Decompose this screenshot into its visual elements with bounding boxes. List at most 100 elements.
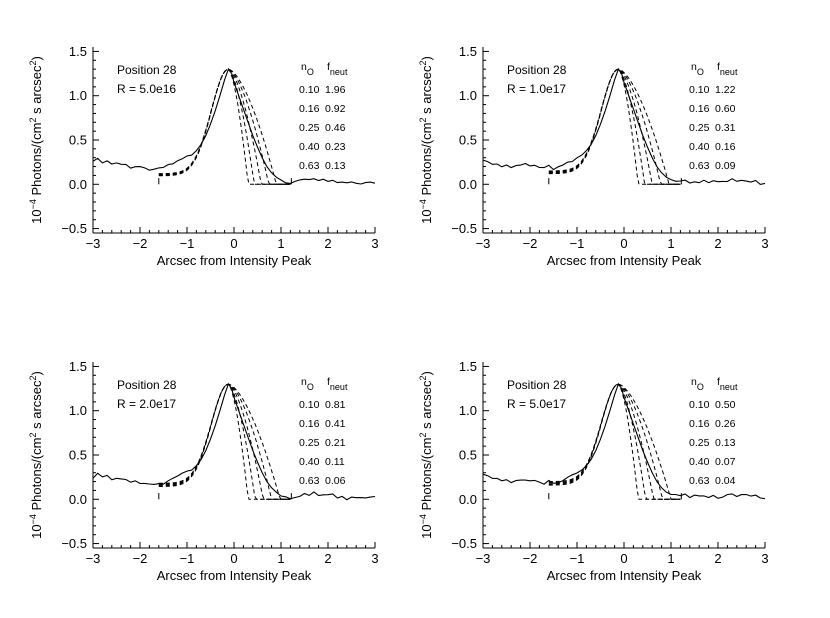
- table-f-value: 0.06: [325, 475, 346, 487]
- model-curve-4: [158, 383, 291, 500]
- y-tick-label: 0.0: [459, 177, 477, 192]
- y-tick-label: 1.5: [459, 359, 477, 374]
- y-tick-label: 1.0: [459, 403, 477, 418]
- radius-label: R = 1.0e17: [507, 82, 566, 96]
- y-axis-title: 10−4 Photons/(cm2 s arcsec2): [28, 56, 44, 224]
- model-curve-3: [548, 383, 681, 500]
- y-tick-label: 0.5: [459, 133, 477, 148]
- table-header-f: fneut: [327, 376, 348, 392]
- y-tick-label: −0.5: [451, 221, 477, 236]
- y-tick-label: −0.5: [61, 221, 87, 236]
- x-tick-label: −1: [180, 551, 195, 566]
- table-f-value: 0.11: [325, 456, 345, 468]
- x-tick-label: 3: [761, 551, 768, 566]
- table-f-value: 0.13: [715, 437, 736, 449]
- observed-profile: [482, 382, 766, 500]
- table-n-value: 0.10: [689, 399, 710, 411]
- y-axis-title: 10−4 Photons/(cm2 s arcsec2): [28, 371, 44, 539]
- x-axis-title: Arcsec from Intensity Peak: [157, 253, 312, 268]
- table-f-value: 0.13: [325, 160, 346, 172]
- model-curve-4: [548, 383, 681, 500]
- model-curve-3: [158, 68, 291, 185]
- radius-label: R = 2.0e17: [117, 397, 176, 411]
- model-curve-4: [158, 68, 291, 185]
- x-tick-label: 1: [277, 236, 284, 251]
- x-tick-label: 2: [324, 236, 331, 251]
- position-label: Position 28: [507, 378, 567, 392]
- table-n-value: 0.40: [299, 141, 320, 153]
- table-header-f: fneut: [327, 61, 348, 77]
- table-f-value: 0.04: [715, 475, 736, 487]
- y-tick-label: 0.5: [459, 448, 477, 463]
- y-tick-label: 0.0: [69, 492, 87, 507]
- table-n-value: 0.40: [689, 141, 710, 153]
- observed-profile: [482, 67, 766, 185]
- table-n-value: 0.25: [689, 437, 710, 449]
- model-curve-5: [158, 68, 291, 185]
- y-tick-label: 0.0: [459, 492, 477, 507]
- table-f-value: 0.09: [715, 160, 736, 172]
- table-f-value: 0.16: [715, 141, 736, 153]
- table-n-value: 0.16: [689, 103, 710, 115]
- y-tick-label: 0.0: [69, 177, 87, 192]
- table-header-f: fneut: [717, 61, 738, 77]
- table-f-value: 0.50: [715, 399, 736, 411]
- model-curve-1: [548, 68, 681, 185]
- y-axis-title: 10−4 Photons/(cm2 s arcsec2): [418, 371, 434, 539]
- table-f-value: 0.31: [715, 122, 736, 134]
- table-n-value: 0.10: [299, 399, 320, 411]
- table-n-value: 0.25: [299, 437, 320, 449]
- table-header-n: nO: [301, 376, 314, 392]
- table-f-value: 0.46: [325, 122, 346, 134]
- model-curve-1: [158, 68, 291, 185]
- table-n-value: 0.16: [299, 418, 320, 430]
- x-tick-label: 0: [620, 236, 627, 251]
- y-tick-label: −0.5: [451, 536, 477, 551]
- table-n-value: 0.16: [299, 103, 320, 115]
- table-n-value: 0.25: [689, 122, 710, 134]
- x-tick-label: 1: [277, 551, 284, 566]
- model-curve-3: [158, 383, 291, 500]
- x-axis-title: Arcsec from Intensity Peak: [157, 568, 312, 583]
- table-f-value: 1.22: [715, 84, 736, 96]
- model-curve-3: [548, 68, 681, 185]
- x-tick-label: −2: [133, 236, 148, 251]
- x-tick-label: 2: [714, 236, 721, 251]
- model-curve-2: [548, 68, 681, 185]
- y-tick-label: 1.0: [69, 88, 87, 103]
- x-tick-label: 2: [324, 551, 331, 566]
- x-tick-label: 0: [620, 551, 627, 566]
- x-tick-label: 0: [230, 551, 237, 566]
- observed-profile: [92, 382, 376, 501]
- table-n-value: 0.63: [689, 475, 710, 487]
- model-curve-2: [158, 68, 291, 185]
- radius-label: R = 5.0e16: [117, 82, 176, 96]
- observed-profile: [92, 67, 376, 185]
- y-tick-label: −0.5: [61, 536, 87, 551]
- table-header-n: nO: [301, 61, 314, 77]
- x-tick-label: −1: [570, 236, 585, 251]
- y-tick-label: 0.5: [69, 448, 87, 463]
- table-n-value: 0.40: [689, 456, 710, 468]
- x-axis-title: Arcsec from Intensity Peak: [547, 568, 702, 583]
- chart-panel-2: −3 −2 −1 0 1 2 3 −0.5 0.0 0.5 1.0 1.5 Arcsec from In…: [418, 44, 769, 268]
- x-tick-label: 2: [714, 551, 721, 566]
- model-curve-1: [158, 383, 291, 500]
- table-n-value: 0.63: [689, 160, 710, 172]
- position-label: Position 28: [507, 63, 567, 77]
- y-tick-label: 0.5: [69, 133, 87, 148]
- x-tick-label: 0: [230, 236, 237, 251]
- table-n-value: 0.63: [299, 160, 320, 172]
- model-curve-5: [548, 68, 681, 185]
- x-tick-label: −2: [133, 551, 148, 566]
- table-n-value: 0.16: [689, 418, 710, 430]
- table-header-n: nO: [691, 376, 704, 392]
- x-tick-label: 1: [667, 551, 674, 566]
- x-tick-label: −3: [86, 551, 101, 566]
- table-f-value: 0.81: [325, 399, 346, 411]
- table-f-value: 1.96: [325, 84, 346, 96]
- y-tick-label: 1.5: [69, 44, 87, 59]
- table-n-value: 0.40: [299, 456, 320, 468]
- table-f-value: 0.07: [715, 456, 736, 468]
